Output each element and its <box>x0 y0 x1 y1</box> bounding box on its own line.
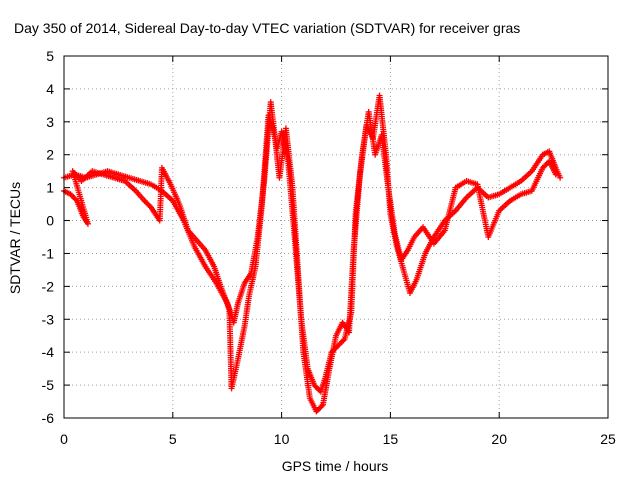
x-tick-label: 5 <box>169 431 177 447</box>
y-tick-label: -6 <box>42 410 55 426</box>
x-tick-label: 15 <box>383 431 399 447</box>
plot-frame <box>63 55 609 419</box>
x-tick-label: 0 <box>60 431 68 447</box>
grid <box>64 56 608 418</box>
chart-title: Day 350 of 2014, Sidereal Day-to-day VTE… <box>14 20 520 36</box>
y-tick-label: -2 <box>42 278 55 294</box>
data-series <box>61 108 559 395</box>
x-tick-label: 25 <box>600 431 616 447</box>
x-tick-label: 10 <box>274 431 290 447</box>
data-point-interp <box>340 337 347 344</box>
ticks: 0 5 10 15 20 25 -6 -5 -4 -3 -2 -1 0 1 2 3 4 5 <box>42 48 616 447</box>
data-points <box>61 92 564 415</box>
y-tick-label: 5 <box>46 48 54 64</box>
data-point <box>552 171 559 178</box>
y-tick-label: 1 <box>46 180 54 196</box>
x-axis-title: GPS time / hours <box>282 458 389 474</box>
x-tick-label: 20 <box>491 431 507 447</box>
y-axis-title: SDTVAR / TECUs <box>7 182 23 294</box>
y-tick-label: 3 <box>46 114 54 130</box>
y-tick-label: -5 <box>42 377 55 393</box>
y-tick-label: -3 <box>42 311 55 327</box>
data-point-interp <box>318 403 325 410</box>
data-point-interp <box>72 196 79 203</box>
data-point <box>557 174 564 181</box>
y-tick-label: 4 <box>46 81 54 97</box>
y-tick-label: 0 <box>46 213 54 229</box>
y-tick-label: 2 <box>46 147 54 163</box>
y-tick-label: -1 <box>42 245 55 261</box>
y-tick-label: -4 <box>42 344 55 360</box>
